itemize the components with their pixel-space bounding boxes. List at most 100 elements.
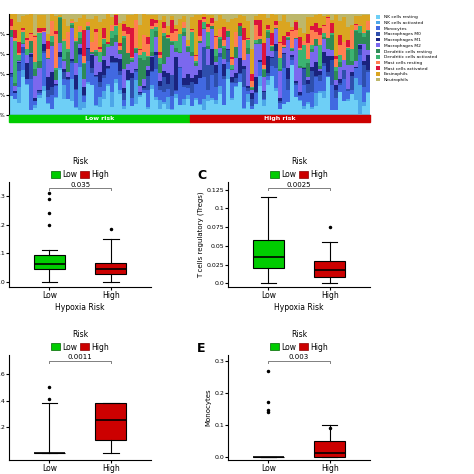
Bar bbox=[286, 32, 290, 36]
Bar bbox=[157, 100, 162, 109]
Bar bbox=[218, 37, 222, 38]
Bar bbox=[290, 56, 294, 60]
Bar bbox=[282, 47, 286, 48]
Bar bbox=[142, 52, 146, 61]
Bar bbox=[121, 14, 126, 21]
Bar bbox=[258, 14, 262, 20]
Bar bbox=[290, 27, 294, 30]
Bar bbox=[294, 29, 298, 38]
Bar bbox=[162, 71, 165, 77]
Bar bbox=[54, 85, 57, 86]
Bar bbox=[314, 106, 318, 115]
Bar bbox=[193, 75, 198, 84]
Bar bbox=[214, 49, 218, 56]
Bar bbox=[146, 15, 150, 36]
Bar bbox=[318, 28, 322, 35]
Bar bbox=[126, 81, 129, 115]
Bar bbox=[101, 28, 106, 38]
Bar bbox=[306, 59, 310, 63]
Bar bbox=[190, 115, 370, 122]
Bar bbox=[273, 91, 278, 115]
Bar bbox=[237, 26, 242, 36]
Bar bbox=[129, 73, 134, 78]
Bar bbox=[62, 39, 65, 41]
Bar bbox=[201, 47, 206, 77]
Bar bbox=[334, 71, 337, 80]
Bar bbox=[214, 65, 218, 73]
Bar bbox=[254, 76, 258, 91]
Bar bbox=[362, 87, 366, 102]
Bar bbox=[254, 104, 258, 115]
Bar bbox=[9, 96, 13, 115]
Bar bbox=[258, 63, 262, 76]
Bar bbox=[286, 39, 290, 68]
Bar bbox=[146, 91, 150, 108]
Bar bbox=[142, 35, 146, 52]
Bar bbox=[218, 29, 222, 37]
Bar bbox=[150, 19, 154, 26]
Bar bbox=[34, 62, 37, 70]
Bar bbox=[265, 29, 270, 30]
Bar bbox=[210, 98, 214, 100]
Bar bbox=[350, 73, 354, 76]
Bar bbox=[154, 27, 157, 30]
Bar bbox=[73, 89, 78, 91]
Bar bbox=[118, 46, 121, 50]
Bar bbox=[246, 21, 250, 38]
Bar bbox=[170, 45, 173, 75]
Bar bbox=[306, 92, 310, 102]
Bar bbox=[337, 14, 342, 21]
Bar bbox=[46, 14, 49, 34]
Bar bbox=[362, 102, 366, 106]
Bar bbox=[198, 71, 201, 78]
Bar bbox=[34, 37, 37, 62]
Bar bbox=[278, 21, 282, 42]
Bar bbox=[282, 48, 286, 53]
Bar bbox=[193, 56, 198, 61]
Bar bbox=[85, 14, 90, 19]
Bar bbox=[13, 91, 18, 93]
Bar bbox=[186, 88, 190, 95]
Bar bbox=[150, 56, 154, 57]
Bar bbox=[9, 115, 190, 122]
Bar bbox=[237, 58, 242, 73]
Bar bbox=[121, 37, 126, 70]
Bar bbox=[334, 110, 337, 115]
Bar bbox=[93, 32, 98, 50]
Bar bbox=[150, 72, 154, 84]
Bar bbox=[214, 104, 218, 115]
Bar bbox=[322, 37, 326, 39]
Bar bbox=[114, 63, 118, 79]
Bar bbox=[229, 70, 234, 77]
Bar bbox=[54, 86, 57, 97]
Bar bbox=[101, 44, 106, 55]
Bar bbox=[206, 15, 210, 24]
Bar bbox=[121, 100, 126, 106]
Bar bbox=[98, 72, 101, 82]
Bar bbox=[273, 44, 278, 51]
Bar bbox=[98, 87, 101, 97]
Bar bbox=[154, 52, 157, 55]
Bar bbox=[250, 106, 254, 109]
Bar bbox=[270, 57, 273, 58]
Bar bbox=[85, 27, 90, 30]
Bar bbox=[85, 84, 90, 115]
Bar bbox=[298, 65, 301, 68]
Bar bbox=[286, 38, 290, 39]
Bar bbox=[170, 20, 173, 33]
Bar bbox=[101, 74, 106, 78]
Bar bbox=[366, 30, 370, 31]
Bar bbox=[170, 109, 173, 110]
Bar bbox=[310, 72, 314, 91]
Bar bbox=[290, 14, 294, 27]
Bar bbox=[170, 110, 173, 115]
Bar bbox=[173, 29, 178, 31]
Bar bbox=[301, 14, 306, 33]
Bar bbox=[49, 87, 54, 95]
Bar bbox=[234, 78, 237, 82]
Bar bbox=[54, 80, 57, 84]
Bar bbox=[254, 40, 258, 43]
Text: 0.003: 0.003 bbox=[289, 355, 309, 360]
Bar bbox=[358, 49, 362, 55]
Bar bbox=[114, 79, 118, 83]
